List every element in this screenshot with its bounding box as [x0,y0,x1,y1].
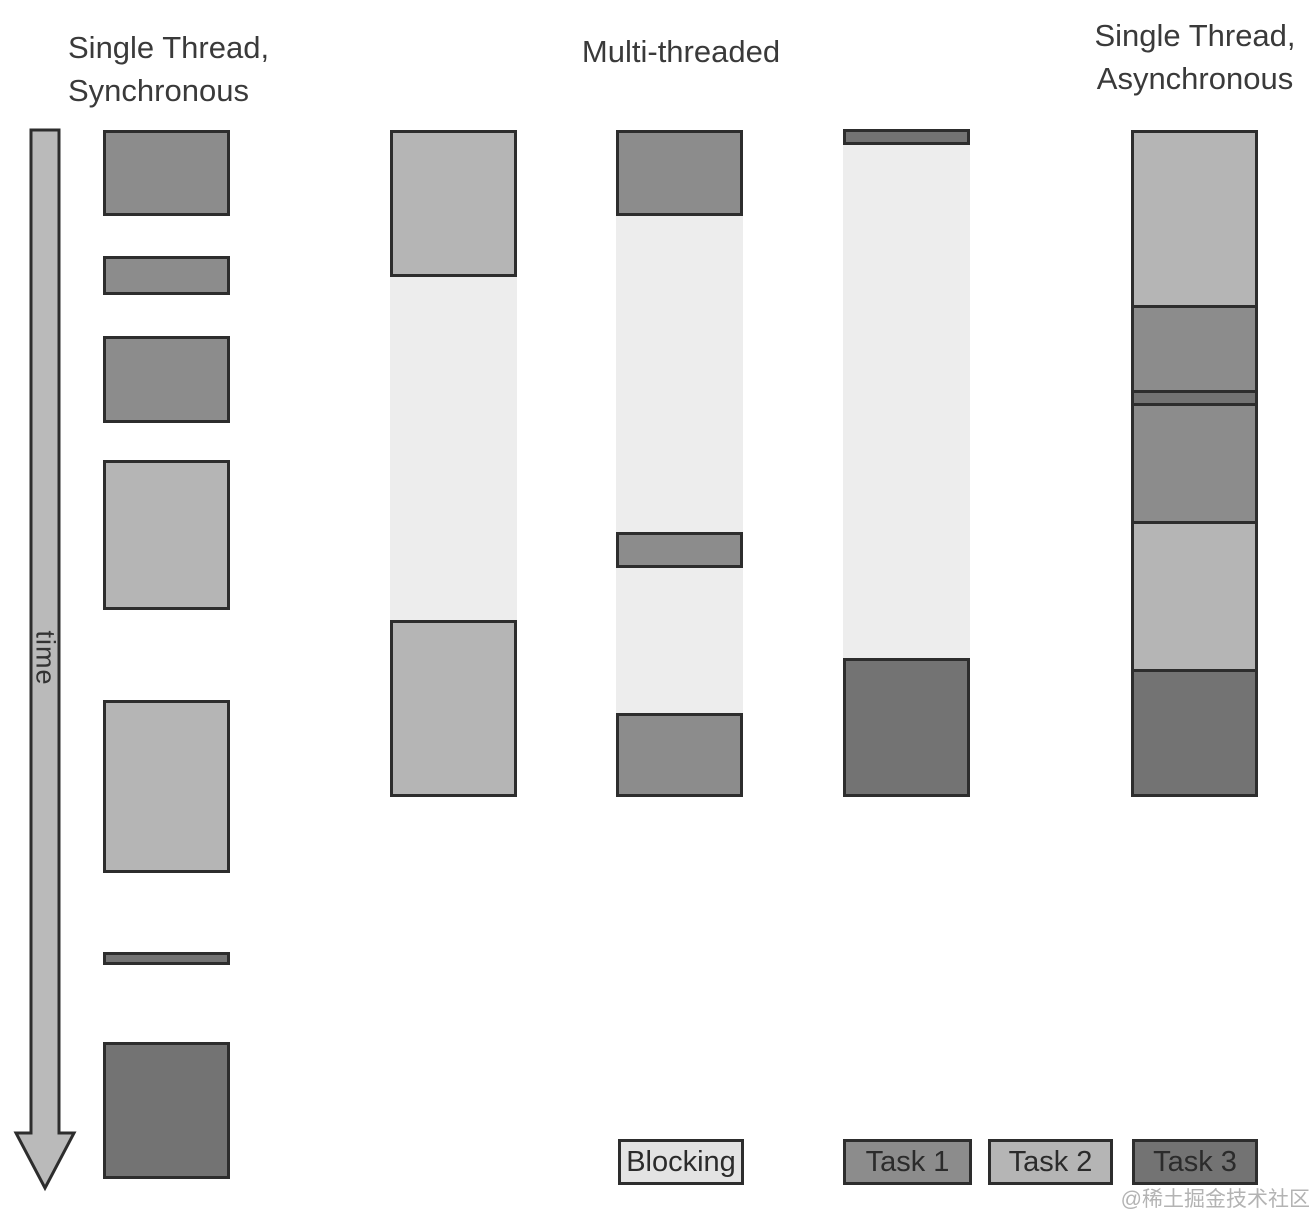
title-line: Multi-threaded [581,34,781,69]
multithread-column-2-task1-block [616,532,743,568]
sync-column-task1-block [103,130,230,216]
sync-column-task1-block [103,256,230,295]
sync-column-task2-block [103,460,230,610]
async-column-task1-block [1131,305,1258,393]
legend-task-3: Task 3 [1132,1139,1258,1185]
legend-label: Task 2 [1008,1145,1093,1178]
multithread-column-2-blocking-block [616,216,743,532]
async-column-task2-block [1131,521,1258,672]
multithread-column-3-task3-block [843,658,970,797]
multithread-column-1-blocking-block [390,277,517,620]
async-column-task3-block [1131,669,1258,797]
legend-blocking: Blocking [618,1139,744,1185]
sync-column-task3-block [103,952,230,965]
sync-column-task2-block [103,700,230,873]
sync-column-task3-block [103,1042,230,1179]
multithread-column-3-blocking-block [843,145,970,658]
multithread-column-2-task1-block [616,130,743,216]
title-line: Synchronous [68,73,249,108]
title-line: Asynchronous [1096,61,1294,96]
title-line: Single Thread, [68,30,270,65]
legend-label: Task 1 [865,1145,950,1178]
title-multi-threaded: Multi-threaded [450,30,912,73]
async-column-task1-block [1131,403,1258,524]
multithread-column-1-task2-block [390,130,517,277]
sync-column-task1-block [103,336,230,423]
multithread-column-3-task3-block [843,129,970,145]
title-line: Single Thread, [1094,18,1296,53]
title-single-thread-asynchronous: Single Thread, Asynchronous [1078,14,1312,100]
watermark: @稀土掘金技术社区 [1120,1188,1310,1211]
time-axis-label: time [30,630,61,686]
legend-task-1: Task 1 [843,1139,972,1185]
legend-label: Blocking [626,1145,736,1178]
legend-label: Task 3 [1153,1145,1237,1178]
multithread-column-1-task2-block [390,620,517,797]
multithread-column-2-blocking-block [616,568,743,713]
time-arrow-icon [13,128,77,1192]
multithread-column-2-task1-block [616,713,743,797]
title-single-thread-synchronous: Single Thread, Synchronous [68,26,269,112]
async-column-task2-block [1131,130,1258,308]
legend-task-2: Task 2 [988,1139,1113,1185]
